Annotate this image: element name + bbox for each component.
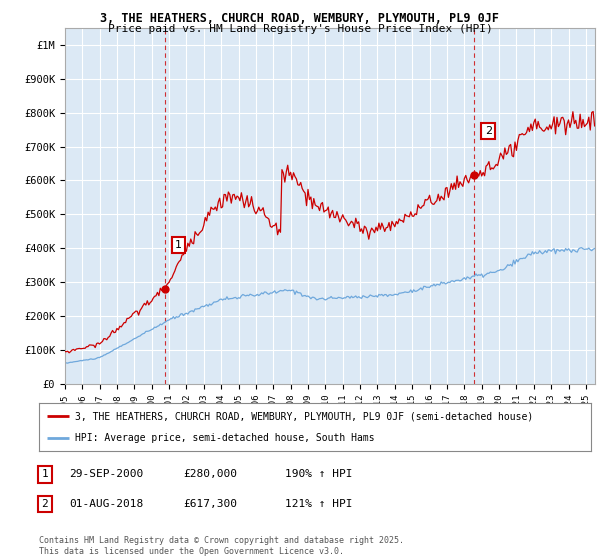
Text: Price paid vs. HM Land Registry's House Price Index (HPI): Price paid vs. HM Land Registry's House …: [107, 24, 493, 34]
Text: 2: 2: [41, 499, 49, 509]
Text: 1: 1: [41, 469, 49, 479]
Text: 121% ↑ HPI: 121% ↑ HPI: [285, 499, 353, 509]
Text: 2: 2: [485, 126, 492, 136]
Text: 01-AUG-2018: 01-AUG-2018: [69, 499, 143, 509]
Text: HPI: Average price, semi-detached house, South Hams: HPI: Average price, semi-detached house,…: [75, 433, 374, 443]
Text: £280,000: £280,000: [183, 469, 237, 479]
Text: 3, THE HEATHERS, CHURCH ROAD, WEMBURY, PLYMOUTH, PL9 0JF (semi-detached house): 3, THE HEATHERS, CHURCH ROAD, WEMBURY, P…: [75, 411, 533, 421]
Text: £617,300: £617,300: [183, 499, 237, 509]
Text: Contains HM Land Registry data © Crown copyright and database right 2025.
This d: Contains HM Land Registry data © Crown c…: [39, 536, 404, 556]
Text: 1: 1: [175, 240, 182, 250]
Text: 3, THE HEATHERS, CHURCH ROAD, WEMBURY, PLYMOUTH, PL9 0JF: 3, THE HEATHERS, CHURCH ROAD, WEMBURY, P…: [101, 12, 499, 25]
Text: 29-SEP-2000: 29-SEP-2000: [69, 469, 143, 479]
Text: 190% ↑ HPI: 190% ↑ HPI: [285, 469, 353, 479]
